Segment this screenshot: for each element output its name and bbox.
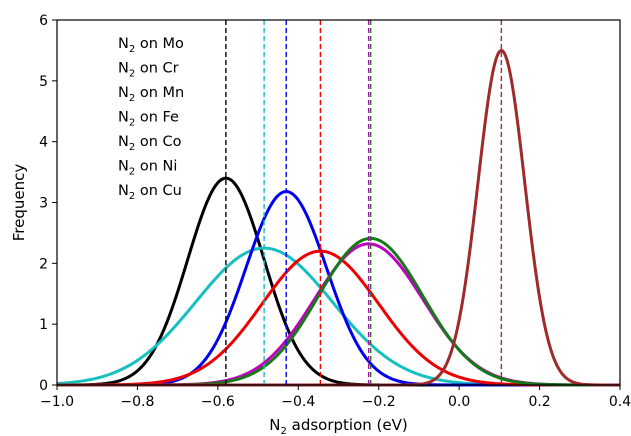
legend-entry: N2 on Fe (118, 110, 179, 129)
legend: N2 on Mo N2 on Cr N2 on Mn N2 on Fe N2 on Co… (118, 36, 184, 202)
y-axis-label: Frequency (10, 164, 28, 242)
x-tick-label: −0.8 (120, 394, 154, 410)
y-tick-label: 1 (39, 317, 48, 333)
mean-lines (225, 20, 503, 385)
y-tick-label: 0 (39, 378, 48, 394)
legend-entry: N2 on Ni (118, 159, 177, 178)
x-axis-ticks: −1.0 −0.8 −0.6 −0.4 −0.2 0.0 0.2 0.4 (40, 385, 631, 410)
y-tick-label: 3 (39, 196, 48, 212)
x-tick-label: −0.2 (362, 394, 396, 410)
legend-entry: N2 on Mn (118, 85, 184, 104)
x-tick-label: 0.4 (609, 394, 631, 410)
x-tick-label: 0.0 (448, 394, 470, 410)
y-tick-label: 6 (39, 13, 48, 29)
y-tick-label: 4 (39, 135, 48, 151)
y-axis-ticks: 0 1 2 3 4 5 6 (39, 13, 57, 394)
series-line-0 (57, 176, 620, 387)
y-tick-label: 2 (39, 256, 48, 272)
y-tick-label: 5 (39, 74, 48, 90)
x-axis-label: N2 adsorption (eV) (269, 416, 407, 436)
legend-entry: N2 on Cu (118, 183, 182, 202)
legend-entry: N2 on Cr (118, 61, 179, 80)
x-tick-label: −0.4 (281, 394, 315, 410)
x-tick-label: −1.0 (40, 394, 74, 410)
x-tick-label: −0.6 (201, 394, 235, 410)
x-tick-label: 0.2 (528, 394, 550, 410)
legend-entry: N2 on Mo (118, 36, 184, 55)
legend-entry: N2 on Co (118, 134, 182, 153)
